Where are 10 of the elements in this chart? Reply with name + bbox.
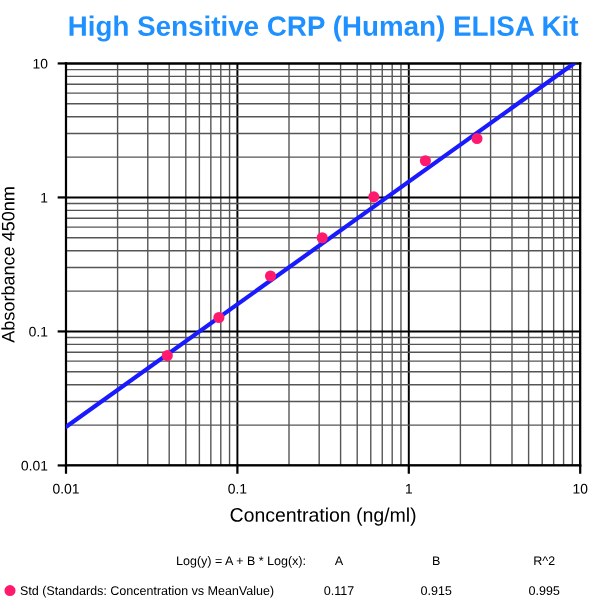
- point: [419, 155, 431, 167]
- x-axis-title: Concentration (ng/ml): [230, 507, 416, 526]
- y-axis-title: Absorbance 450nm: [1, 187, 15, 343]
- chart-title: High Sensitive CRP (Human) ELISA Kit: [69, 15, 579, 42]
- point: [316, 232, 328, 244]
- point: [471, 133, 483, 145]
- point: [213, 311, 225, 324]
- point: [161, 350, 173, 362]
- point: [368, 191, 380, 203]
- point: [264, 270, 277, 282]
